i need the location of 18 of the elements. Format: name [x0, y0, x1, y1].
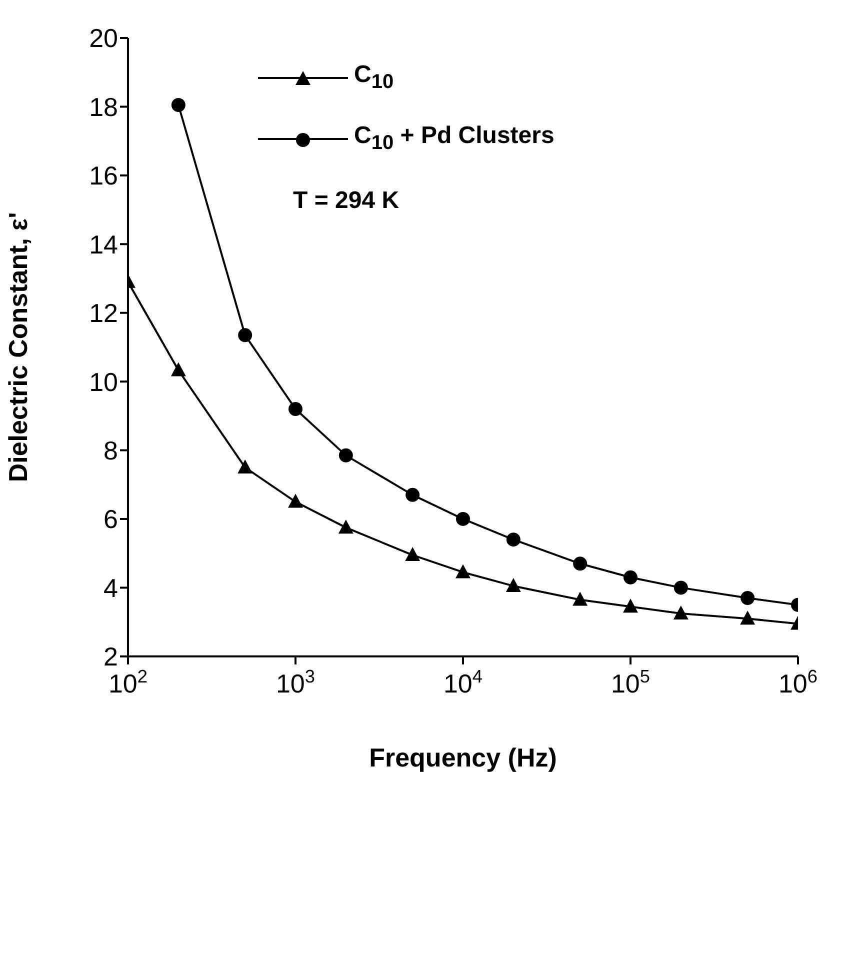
y-axis-title: Dielectric Constant, ε' [3, 212, 34, 482]
x-tick-label: 10$^{4}$ [443, 666, 483, 698]
y-tick-label: 20 [89, 23, 118, 54]
y-tick-label: 16 [89, 160, 118, 191]
x-axis-title: Frequency (Hz) [369, 742, 557, 772]
y-tick-label: 8 [104, 436, 118, 466]
y-tick-label: 14 [89, 229, 118, 260]
y-tick-label: 6 [104, 504, 118, 534]
x-tick-label: 10$^{3}$ [276, 666, 316, 698]
x-tick-label: 10$^{5}$ [610, 666, 650, 698]
x-tick-label: 10$^{6}$ [778, 666, 818, 698]
annotation: T = 294 K [293, 187, 400, 214]
legend-label: C$_{10}$ + Pd Clusters [354, 120, 554, 156]
legend-label: C$_{10}$ [354, 60, 394, 95]
y-tick-label: 4 [104, 572, 118, 603]
y-tick-label: 12 [89, 298, 118, 328]
y-tick-label: 10 [89, 366, 118, 397]
y-tick-label: 18 [89, 92, 118, 122]
